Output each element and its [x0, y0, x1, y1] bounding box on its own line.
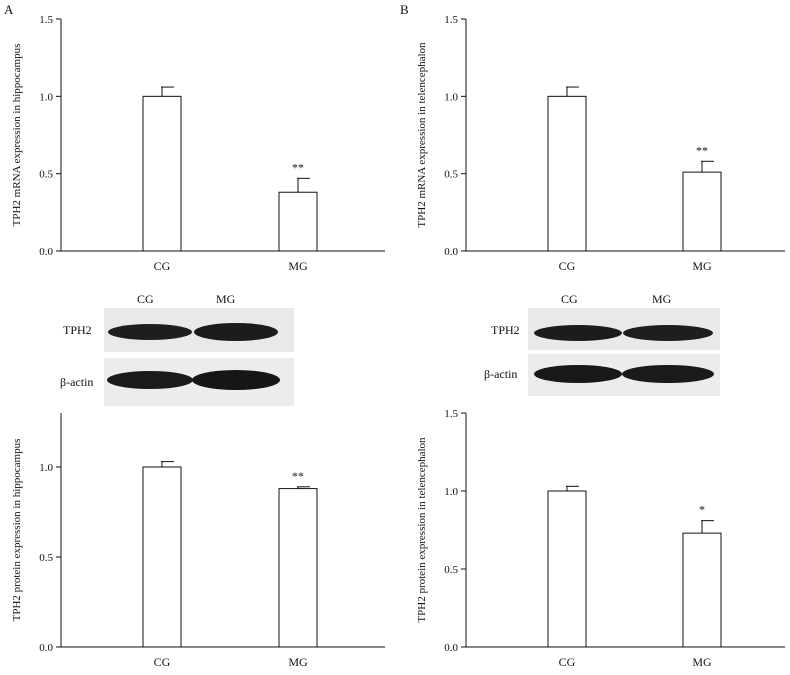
chart1-y-tick-label-3: 1.5 — [39, 14, 53, 26]
chart3-bar-mg — [278, 488, 318, 648]
chart4-y-tick-label-1: 0.5 — [444, 564, 458, 576]
chart3-y-tick-label-1: 0.5 — [39, 552, 53, 564]
chart2-x-tick-label-cg: CG — [559, 259, 576, 273]
chart1-significance-mg: ** — [292, 160, 304, 174]
chart4-significance-mg: * — [699, 503, 705, 517]
chart2-y-axis-label: TPH2 mRNA expression in telencephalon — [416, 42, 428, 228]
chart3-y-axis-label: TPH2 protein expression in hippocampus — [11, 439, 23, 622]
chart2-y-tick-label-0: 0.0 — [444, 246, 458, 258]
chart3-y-tick-label-2: 1.0 — [39, 462, 53, 474]
chart3-significance-mg: ** — [292, 469, 304, 483]
chart2-y-tick-label-3: 1.5 — [444, 14, 458, 26]
chart4-x-tick-label-mg: MG — [692, 655, 712, 669]
chart4-bar-mg — [682, 532, 722, 648]
chart3-bar-cg — [142, 466, 182, 648]
blot-b-image — [528, 308, 720, 396]
chart2-y-tick-label-2: 1.0 — [444, 91, 458, 103]
blot-a-image — [104, 308, 294, 406]
chart3-y-tick-label-0: 0.0 — [39, 642, 53, 654]
blot-b-lane-cg: CG — [561, 292, 578, 306]
chart1-x-tick-label-mg: MG — [288, 259, 308, 273]
chart3-x-tick-label-mg: MG — [288, 655, 308, 669]
blot-a-lane-mg: MG — [216, 292, 236, 306]
panel-letter-b: B — [400, 2, 409, 17]
chart1-bar-mg — [278, 191, 318, 252]
chart2-bar-mg — [682, 171, 722, 252]
chart2-y-tick-label-1: 0.5 — [444, 169, 458, 181]
chart1-y-axis-label: TPH2 mRNA expression in hippocampus — [11, 44, 23, 227]
panel-letter-a: A — [4, 2, 14, 17]
chart3-x-tick-label-cg: CG — [154, 655, 171, 669]
chart4-y-tick-label-2: 1.0 — [444, 486, 458, 498]
chart1-y-tick-label-2: 1.0 — [39, 91, 53, 103]
blot-a-row-tph2: TPH2 — [63, 323, 92, 337]
blot-a-row-actin: β-actin — [60, 375, 94, 389]
chart1-bar-cg — [142, 95, 182, 252]
blot-a-lane-cg: CG — [137, 292, 154, 306]
chart1-y-tick-label-0: 0.0 — [39, 246, 53, 258]
chart4-y-tick-label-0: 0.0 — [444, 642, 458, 654]
chart2-x-tick-label-mg: MG — [692, 259, 712, 273]
blot-b-row-tph2: TPH2 — [491, 323, 520, 337]
chart1-y-tick-label-1: 0.5 — [39, 169, 53, 181]
chart4-bar-cg — [547, 490, 587, 648]
chart4-x-tick-label-cg: CG — [559, 655, 576, 669]
chart2-significance-mg: ** — [696, 143, 708, 157]
chart2-bar-cg — [547, 95, 587, 252]
chart4-y-tick-label-3: 1.5 — [444, 408, 458, 420]
blot-b-lane-mg: MG — [652, 292, 672, 306]
chart1-x-tick-label-cg: CG — [154, 259, 171, 273]
blot-b-row-actin: β-actin — [484, 367, 518, 381]
chart4-y-axis-label: TPH2 protein expression in telencephalon — [416, 437, 428, 623]
